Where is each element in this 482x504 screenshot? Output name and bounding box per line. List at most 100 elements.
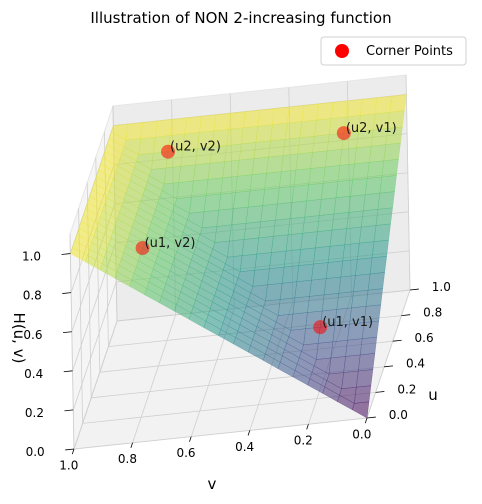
- corner-point-label: (u1, v2): [145, 236, 196, 251]
- surface-patch: [317, 213, 335, 232]
- surface-patch: [352, 162, 370, 181]
- z-tick-label: 1.0: [22, 250, 41, 264]
- surface-patch: [207, 161, 225, 180]
- surface-patch: [374, 95, 392, 115]
- surface-patch: [216, 208, 234, 227]
- surface-patch: [314, 118, 332, 137]
- surface-patch: [199, 114, 217, 133]
- surface-patch: [245, 205, 263, 224]
- surface-patch: [262, 187, 280, 206]
- surface-patch: [272, 106, 290, 125]
- surface-patch: [365, 176, 383, 195]
- grid-line-u-wall: [69, 233, 75, 450]
- surface-patch: [312, 134, 330, 153]
- z-tick-label: 0.8: [23, 289, 42, 303]
- y-tick-mark: [364, 417, 368, 424]
- surface-patch: [345, 338, 363, 357]
- surface-patch: [360, 97, 378, 116]
- y-tick-label: 0.0: [352, 427, 371, 441]
- surface-patch: [345, 98, 363, 118]
- surface-patch: [339, 147, 357, 166]
- corner-point-label: (u2, v1): [346, 121, 397, 136]
- surface-patch: [184, 115, 202, 135]
- corner-point-label: (u2, v2): [170, 140, 221, 155]
- x-tick-mark: [384, 365, 394, 368]
- surface-patch: [214, 224, 232, 243]
- surface-patch: [316, 102, 334, 121]
- surface-patch: [353, 273, 371, 292]
- z-tick-label: 0.6: [23, 328, 42, 342]
- z-tick-mark: [62, 292, 72, 294]
- surface-patch: [270, 122, 288, 142]
- surface-patch: [354, 385, 372, 404]
- surface-patch: [251, 156, 269, 175]
- z-tick-mark: [62, 331, 72, 334]
- surface-patch: [348, 194, 366, 213]
- surface-patch: [307, 294, 325, 313]
- legend-marker: [335, 44, 349, 58]
- surface-patch: [268, 139, 286, 158]
- y-tick-label: 0.2: [294, 434, 313, 448]
- surface-patch: [292, 296, 310, 315]
- surface-patch: [368, 144, 387, 163]
- surface-patch: [297, 135, 315, 155]
- y-tick-mark: [189, 436, 192, 442]
- surface-patch: [323, 165, 341, 184]
- surface-patch: [304, 199, 322, 218]
- z-tick-mark: [61, 253, 71, 255]
- x-axis-label: u: [428, 386, 438, 404]
- legend-label: Corner Points: [366, 44, 453, 59]
- surface-patch: [247, 189, 265, 208]
- surface-patch: [242, 109, 261, 129]
- surface-patch: [239, 142, 257, 161]
- surface-patch: [258, 219, 276, 239]
- surface-patch: [294, 279, 312, 299]
- surface-patch: [279, 169, 297, 189]
- x-tick-label: 1.0: [432, 280, 451, 294]
- surface-patch: [329, 228, 347, 247]
- surface-patch: [201, 209, 220, 229]
- surface-patch: [260, 203, 278, 222]
- x-tick-label: 0.8: [423, 306, 442, 320]
- surface-patch: [237, 158, 255, 177]
- surface-patch: [319, 197, 337, 216]
- surface-patch: [321, 181, 339, 200]
- surface-patch: [252, 268, 270, 287]
- z-tick-label: 0.2: [25, 406, 44, 420]
- surface-patch: [193, 162, 211, 182]
- surface-patch: [350, 178, 368, 197]
- surface-patch: [379, 175, 397, 194]
- surface-patch: [357, 241, 375, 260]
- surface-patch: [284, 121, 303, 140]
- surface-patch: [205, 177, 223, 196]
- x-tick-label: 0.0: [389, 408, 408, 422]
- surface-patch: [373, 223, 391, 242]
- surface-patch: [359, 336, 378, 356]
- surface-patch: [227, 239, 245, 258]
- y-tick-label: 1.0: [59, 458, 78, 472]
- grid-line-u-floor: [73, 417, 368, 450]
- surface-patch: [140, 120, 158, 139]
- surface-patch: [346, 210, 364, 229]
- surface-patch: [125, 122, 143, 141]
- z-axis-label: H(u, v): [10, 313, 28, 364]
- corner-point: [135, 241, 150, 256]
- surface-patch: [321, 293, 340, 312]
- y-axis-label: v: [208, 475, 217, 493]
- surface-patch: [257, 108, 275, 127]
- x-tick-label: 0.2: [397, 382, 416, 396]
- surface-patch: [163, 166, 181, 185]
- surface-patch: [155, 119, 173, 138]
- surface-patch: [313, 246, 331, 265]
- corner-point: [161, 144, 176, 159]
- y-tick-mark: [247, 430, 251, 436]
- z-tick-label: 0.4: [24, 367, 43, 381]
- surface-patch: [273, 218, 291, 237]
- y-tick-mark: [71, 448, 75, 455]
- surface-patch: [330, 100, 349, 119]
- surface-patch: [235, 174, 253, 193]
- x-tick-mark: [409, 288, 419, 291]
- surface-patch: [300, 231, 318, 250]
- surface-patch: [306, 182, 324, 202]
